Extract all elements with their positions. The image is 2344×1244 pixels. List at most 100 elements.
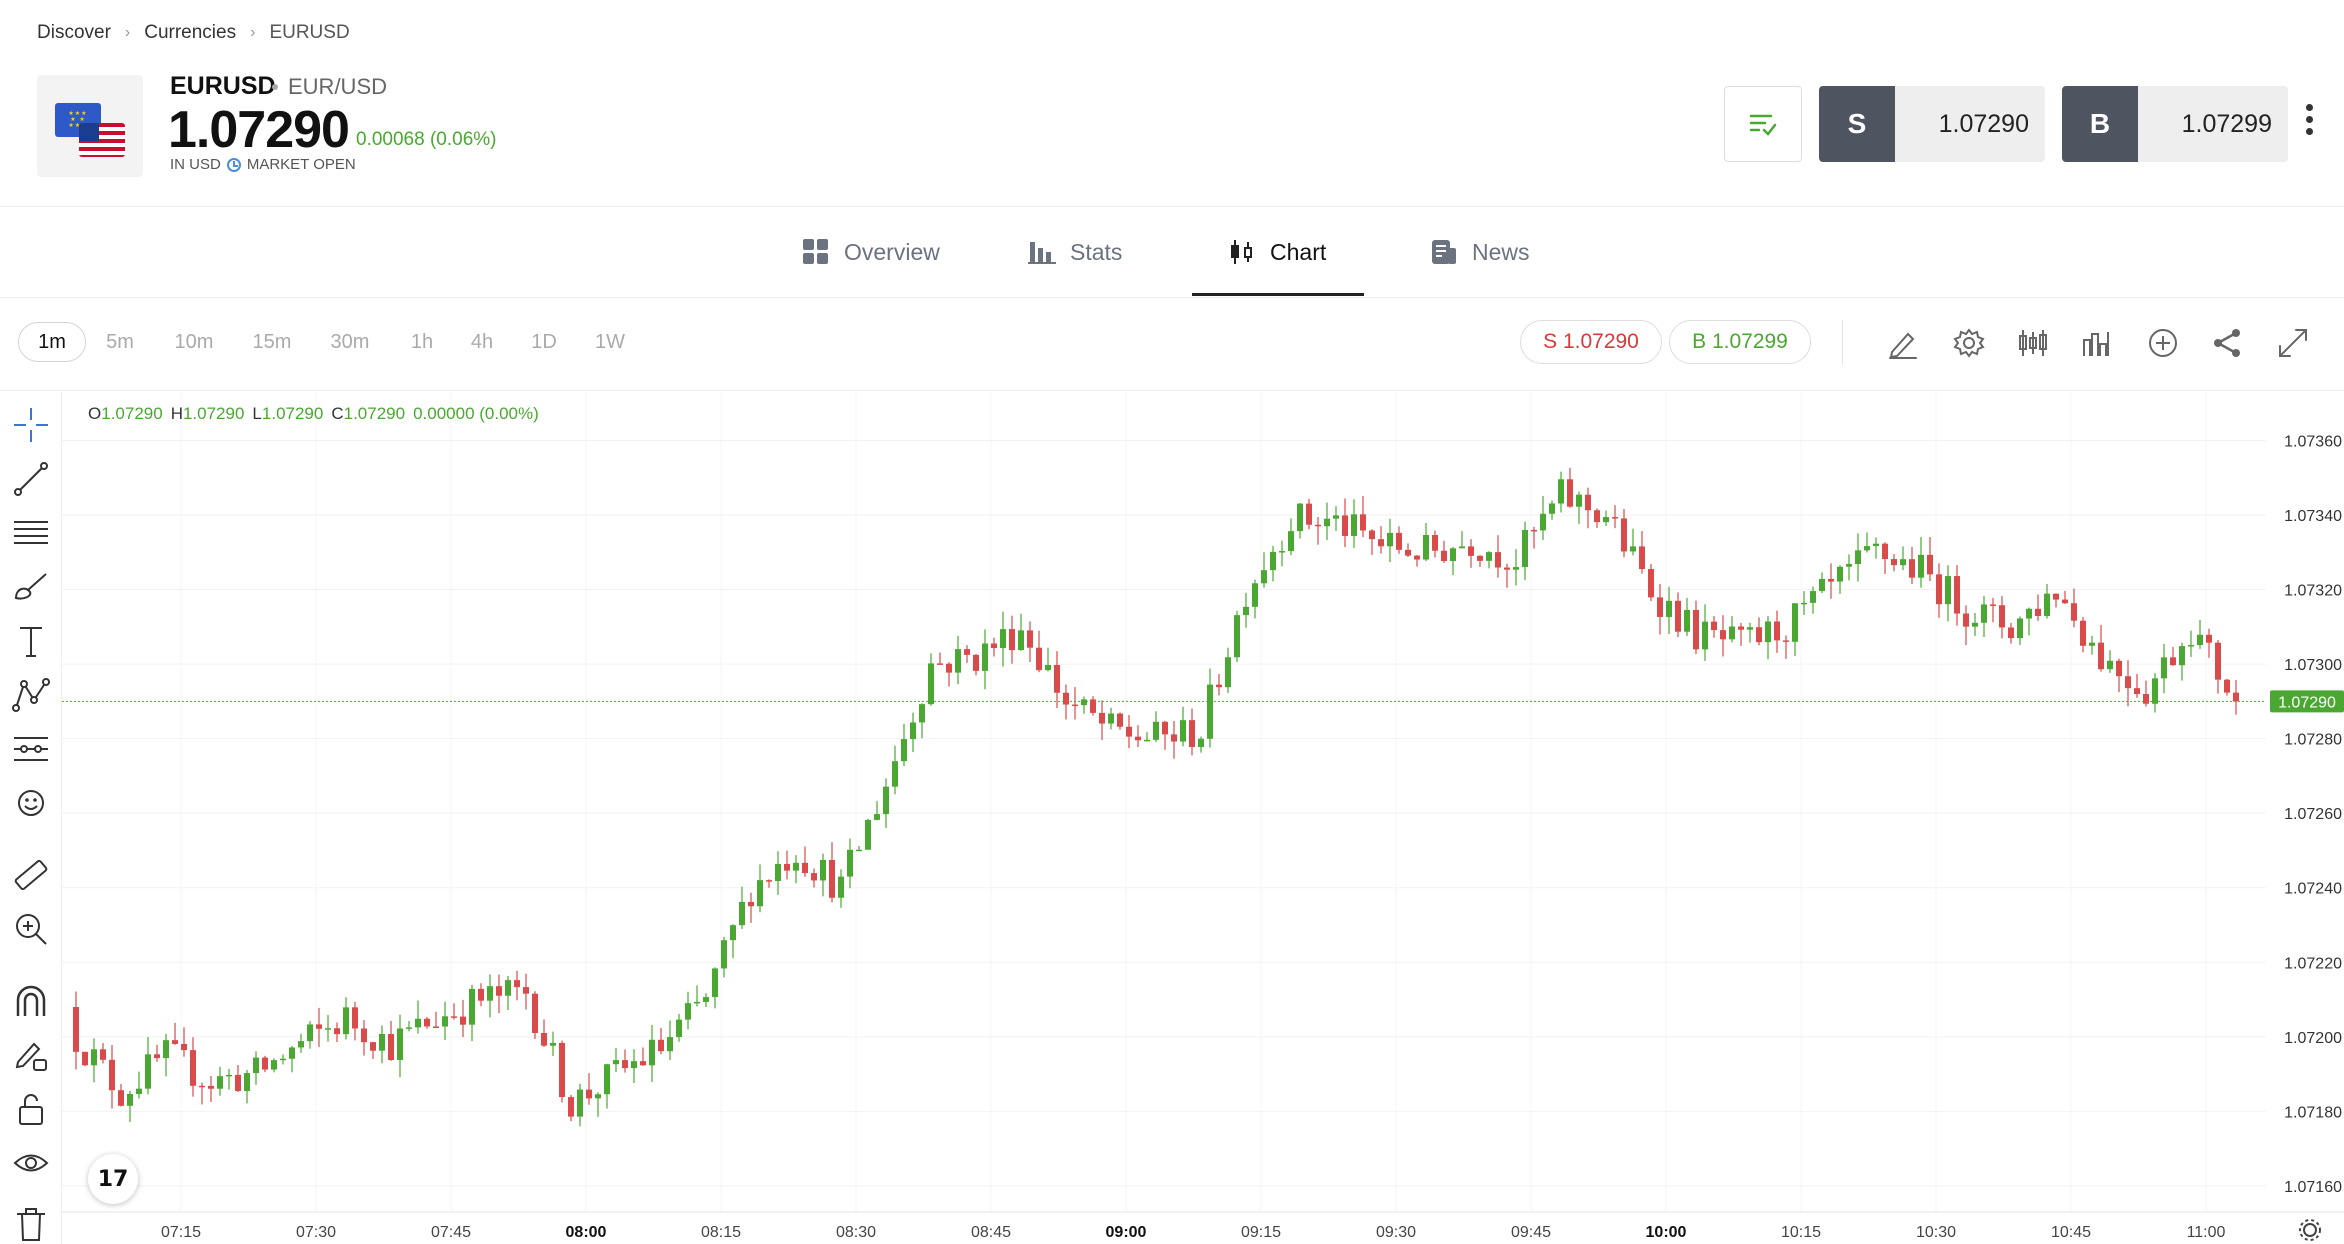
last-price-line: 1.07290 — [62, 690, 2344, 713]
timeframe-15m[interactable]: 15m — [252, 330, 292, 353]
x-tick-label: 07:45 — [431, 1224, 471, 1241]
candle — [226, 1068, 232, 1090]
brush-icon[interactable] — [12, 568, 50, 606]
candle — [1396, 526, 1402, 554]
candle — [2053, 593, 2059, 608]
share-icon[interactable] — [2210, 326, 2244, 360]
buy-button[interactable]: B 1.07299 — [2062, 86, 2288, 162]
timeframe-1m[interactable]: 1m — [18, 322, 86, 362]
pencil-icon[interactable] — [1886, 326, 1920, 360]
separator-dot — [272, 84, 278, 90]
timeframe-10m[interactable]: 10m — [174, 330, 214, 353]
tab-overview[interactable]: Overview — [802, 207, 940, 297]
forecast-icon[interactable] — [12, 730, 50, 768]
y-tick-label: 1.07260 — [2284, 806, 2342, 823]
x-tick-label: 08:45 — [971, 1224, 1011, 1241]
candle — [2017, 616, 2023, 645]
gear-icon[interactable] — [1952, 326, 1986, 360]
timeframe-1h[interactable]: 1h — [410, 330, 434, 353]
timeframe-4h[interactable]: 4h — [470, 330, 494, 353]
candle — [1351, 499, 1357, 548]
candle — [1198, 736, 1204, 753]
watchlist-button[interactable] — [1724, 86, 1802, 162]
candle — [514, 970, 520, 1001]
indicators-icon[interactable] — [2080, 326, 2114, 360]
candle — [739, 886, 745, 929]
x-tick-label: 10:30 — [1916, 1224, 1956, 1241]
x-tick-label: 07:15 — [161, 1224, 201, 1241]
candle — [1873, 537, 1879, 559]
crosshair-icon[interactable] — [12, 406, 50, 444]
smiley-icon[interactable] — [12, 784, 50, 822]
trend-line-icon[interactable] — [12, 460, 50, 498]
trash-icon[interactable] — [12, 1204, 50, 1242]
candle — [721, 936, 727, 978]
pattern-icon[interactable] — [12, 676, 50, 714]
zoom-in-icon[interactable] — [12, 910, 50, 948]
text-tool-icon[interactable] — [12, 622, 50, 660]
candle — [2161, 643, 2167, 694]
price-chart[interactable]: 1.07290 1.073601.073401.073201.073001.07… — [62, 392, 2344, 1244]
candle — [1558, 471, 1564, 513]
fib-lines-icon[interactable] — [12, 514, 50, 552]
x-tick-label: 08:00 — [566, 1224, 607, 1241]
tradingview-logo-icon[interactable]: 17 — [88, 1154, 138, 1204]
instrument-price: 1.07290 — [168, 101, 350, 159]
candle — [1738, 623, 1744, 646]
candle — [748, 892, 754, 923]
candle — [577, 1083, 583, 1127]
candle — [1972, 613, 1978, 636]
lock-drawing-icon[interactable] — [12, 1036, 50, 1074]
candle — [2026, 607, 2032, 636]
candle — [1225, 647, 1231, 693]
candle — [964, 645, 970, 663]
breadcrumb-discover[interactable]: Discover — [37, 22, 111, 43]
timeframe-1d[interactable]: 1D — [531, 330, 557, 353]
tab-chart-label: Chart — [1270, 238, 1327, 265]
toolbar-divider — [1842, 320, 1843, 364]
chart-toolbar: 1m 5m 10m 15m 30m 1h 4h 1D 1W S 1.07290 … — [0, 298, 2344, 390]
timeframe-30m[interactable]: 30m — [330, 330, 370, 353]
candle — [1936, 563, 1942, 618]
candle — [424, 1016, 430, 1029]
candle — [109, 1045, 115, 1109]
ruler-icon[interactable] — [12, 856, 50, 894]
candle — [1180, 706, 1186, 747]
candle — [1423, 523, 1429, 562]
candle — [1324, 502, 1330, 541]
chevron-right-icon: › — [124, 24, 131, 41]
more-options-icon[interactable] — [2306, 104, 2316, 144]
candle — [1963, 605, 1969, 646]
magnet-icon[interactable] — [12, 982, 50, 1020]
chart-buy-quote[interactable]: B 1.07299 — [1669, 320, 1811, 364]
candle — [1279, 540, 1285, 567]
candle — [2170, 646, 2176, 666]
timeframe-1w[interactable]: 1W — [595, 330, 625, 353]
add-circle-icon[interactable] — [2146, 326, 2180, 360]
sell-label: S — [1819, 86, 1895, 162]
candle — [1693, 600, 1699, 655]
unlock-icon[interactable] — [12, 1090, 50, 1128]
candle — [829, 842, 835, 903]
candle — [703, 993, 709, 1008]
breadcrumb-currencies[interactable]: Currencies — [144, 22, 237, 43]
axis-settings-icon[interactable] — [2299, 1219, 2321, 1241]
y-tick-label: 1.07240 — [2284, 881, 2342, 898]
candle — [550, 1031, 556, 1056]
candle — [1828, 563, 1834, 599]
timeframe-5m[interactable]: 5m — [106, 330, 134, 353]
candlestick-type-icon[interactable] — [2016, 326, 2050, 360]
tab-chart[interactable]: Chart — [1228, 207, 1326, 297]
candle — [208, 1076, 214, 1102]
candle — [595, 1092, 601, 1117]
fullscreen-icon[interactable] — [2276, 326, 2310, 360]
candle — [163, 1033, 169, 1077]
tab-news[interactable]: News — [1430, 207, 1530, 297]
chart-sell-quote[interactable]: S 1.07290 — [1520, 320, 1662, 364]
sell-button[interactable]: S 1.07290 — [1819, 86, 2045, 162]
candle — [415, 1000, 421, 1034]
candle — [2071, 588, 2077, 628]
tab-stats[interactable]: Stats — [1028, 207, 1122, 297]
eye-icon[interactable] — [12, 1144, 50, 1182]
candle — [190, 1037, 196, 1097]
